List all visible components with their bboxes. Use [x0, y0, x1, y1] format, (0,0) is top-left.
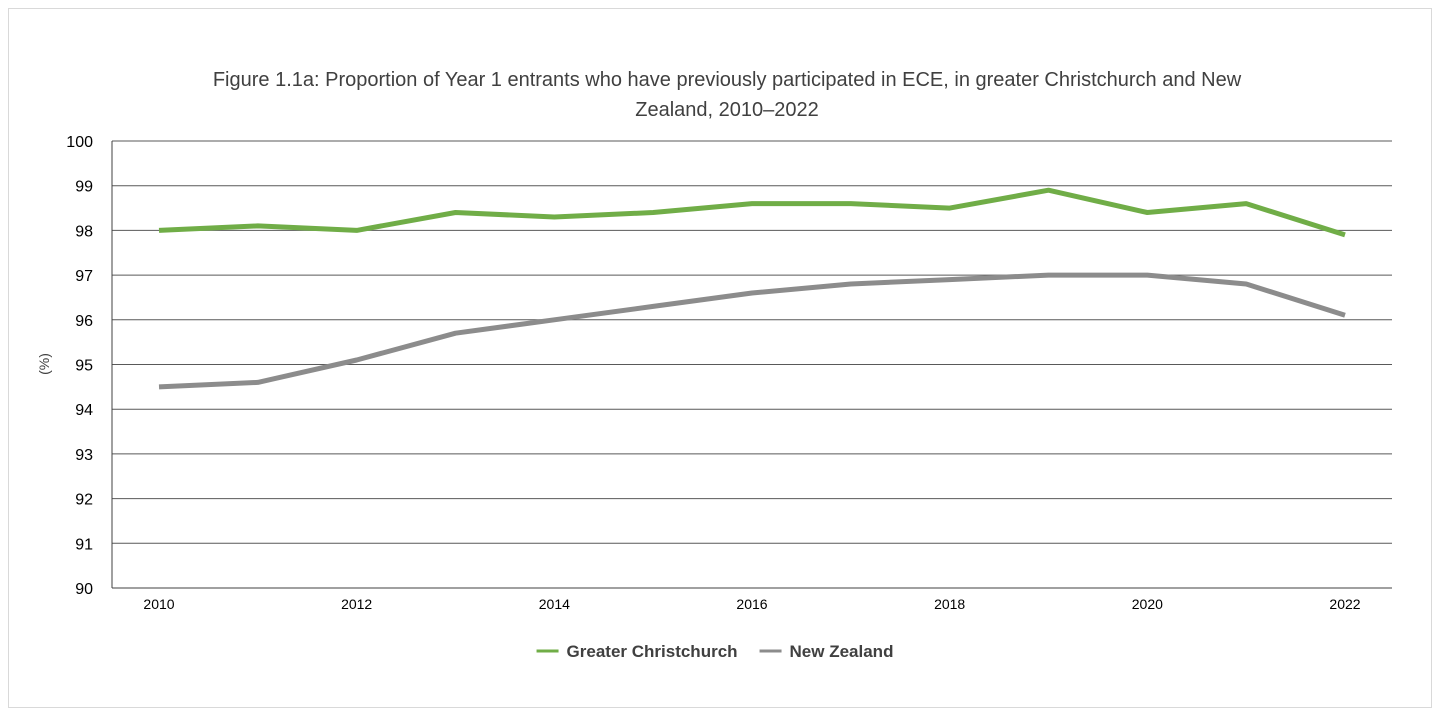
- chart-title-line-2: Zealand, 2010–2022: [635, 99, 819, 121]
- x-tick-label: 2016: [736, 596, 767, 612]
- series-lines: [158, 187, 1346, 390]
- x-tick-label: 2022: [1329, 596, 1360, 612]
- y-tick-label: 92: [75, 492, 93, 509]
- y-tick-label: 100: [66, 134, 93, 151]
- x-tick-label: 2012: [341, 596, 372, 612]
- legend-label: Greater Christchurch: [567, 642, 738, 661]
- legend-label: New Zealand: [790, 642, 894, 661]
- legend-item-new-zealand: New Zealand: [759, 642, 894, 661]
- line-chart: Figure 1.1a: Proportion of Year 1 entran…: [36, 69, 1392, 661]
- y-axis-title: (%): [36, 353, 52, 375]
- gridlines: [112, 140, 1392, 544]
- series-line-greater-christchurch: [158, 187, 1346, 238]
- y-tick-label: 99: [75, 179, 93, 196]
- axes: [111, 141, 1392, 589]
- x-axis-tick-labels: 2010 2012 2014 2016 2018 2020 2022: [143, 596, 1360, 612]
- x-tick-label: 2010: [143, 596, 174, 612]
- legend-item-greater-christchurch: Greater Christchurch: [536, 642, 738, 661]
- chart-frame: [8, 8, 1432, 708]
- y-tick-label: 96: [75, 313, 93, 330]
- y-tick-label: 93: [75, 447, 93, 464]
- chart-title-line-1: Figure 1.1a: Proportion of Year 1 entran…: [213, 69, 1242, 91]
- y-tick-label: 90: [75, 581, 93, 598]
- chart-title: Figure 1.1a: Proportion of Year 1 entran…: [213, 69, 1242, 121]
- y-tick-label: 98: [75, 223, 93, 240]
- x-tick-label: 2014: [539, 596, 570, 612]
- series-line-new-zealand: [158, 272, 1346, 390]
- y-tick-label: 95: [75, 358, 93, 375]
- y-axis-tick-labels: 90 91 92 93 94 95 96 97 98 99 100: [66, 134, 93, 598]
- y-tick-label: 97: [75, 268, 93, 285]
- y-tick-label: 94: [75, 402, 93, 419]
- y-tick-label: 91: [75, 536, 93, 553]
- x-tick-label: 2020: [1132, 596, 1163, 612]
- legend: Greater Christchurch New Zealand: [536, 642, 894, 661]
- x-tick-label: 2018: [934, 596, 965, 612]
